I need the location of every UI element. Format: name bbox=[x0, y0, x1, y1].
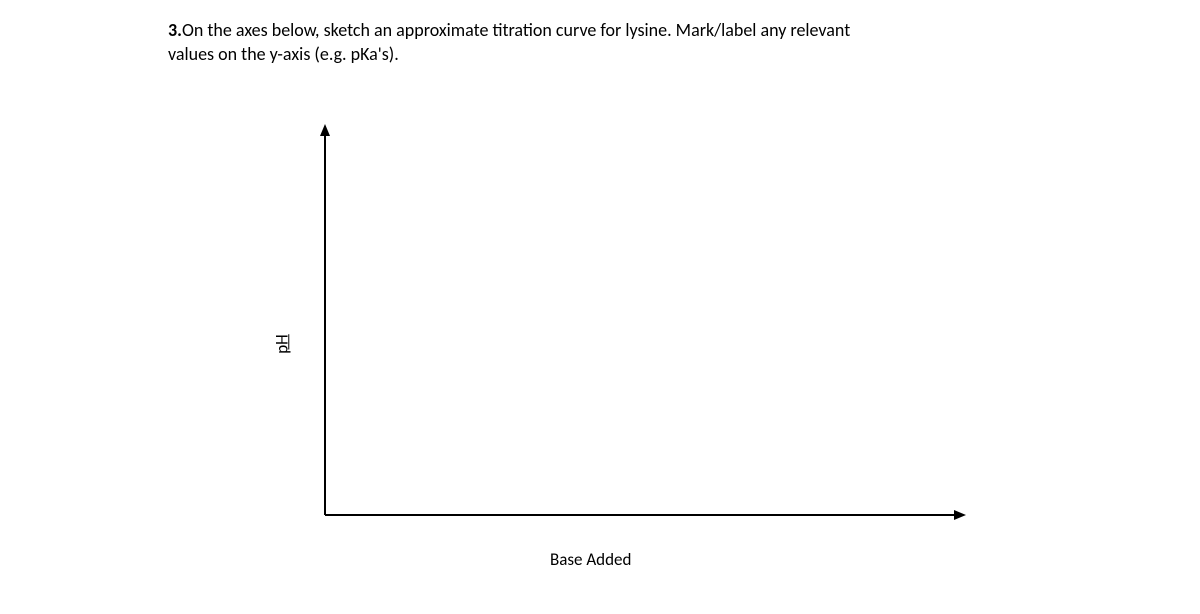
x-axis-label: Base Added bbox=[550, 549, 631, 570]
chart-container: pH Base Added bbox=[270, 120, 970, 550]
y-axis-arrow-icon bbox=[320, 124, 330, 136]
question-text: 3.On the axes below, sketch an approxima… bbox=[168, 18, 1008, 67]
x-axis-arrow-icon bbox=[954, 510, 966, 520]
question-body-line1: On the axes below, sketch an approximate… bbox=[182, 19, 850, 41]
question-body-line2: values on the y-axis (e.g. pKa's). bbox=[168, 43, 399, 65]
y-axis-label: pH bbox=[271, 334, 292, 354]
axes-plot bbox=[270, 120, 970, 550]
question-number: 3. bbox=[168, 19, 182, 41]
